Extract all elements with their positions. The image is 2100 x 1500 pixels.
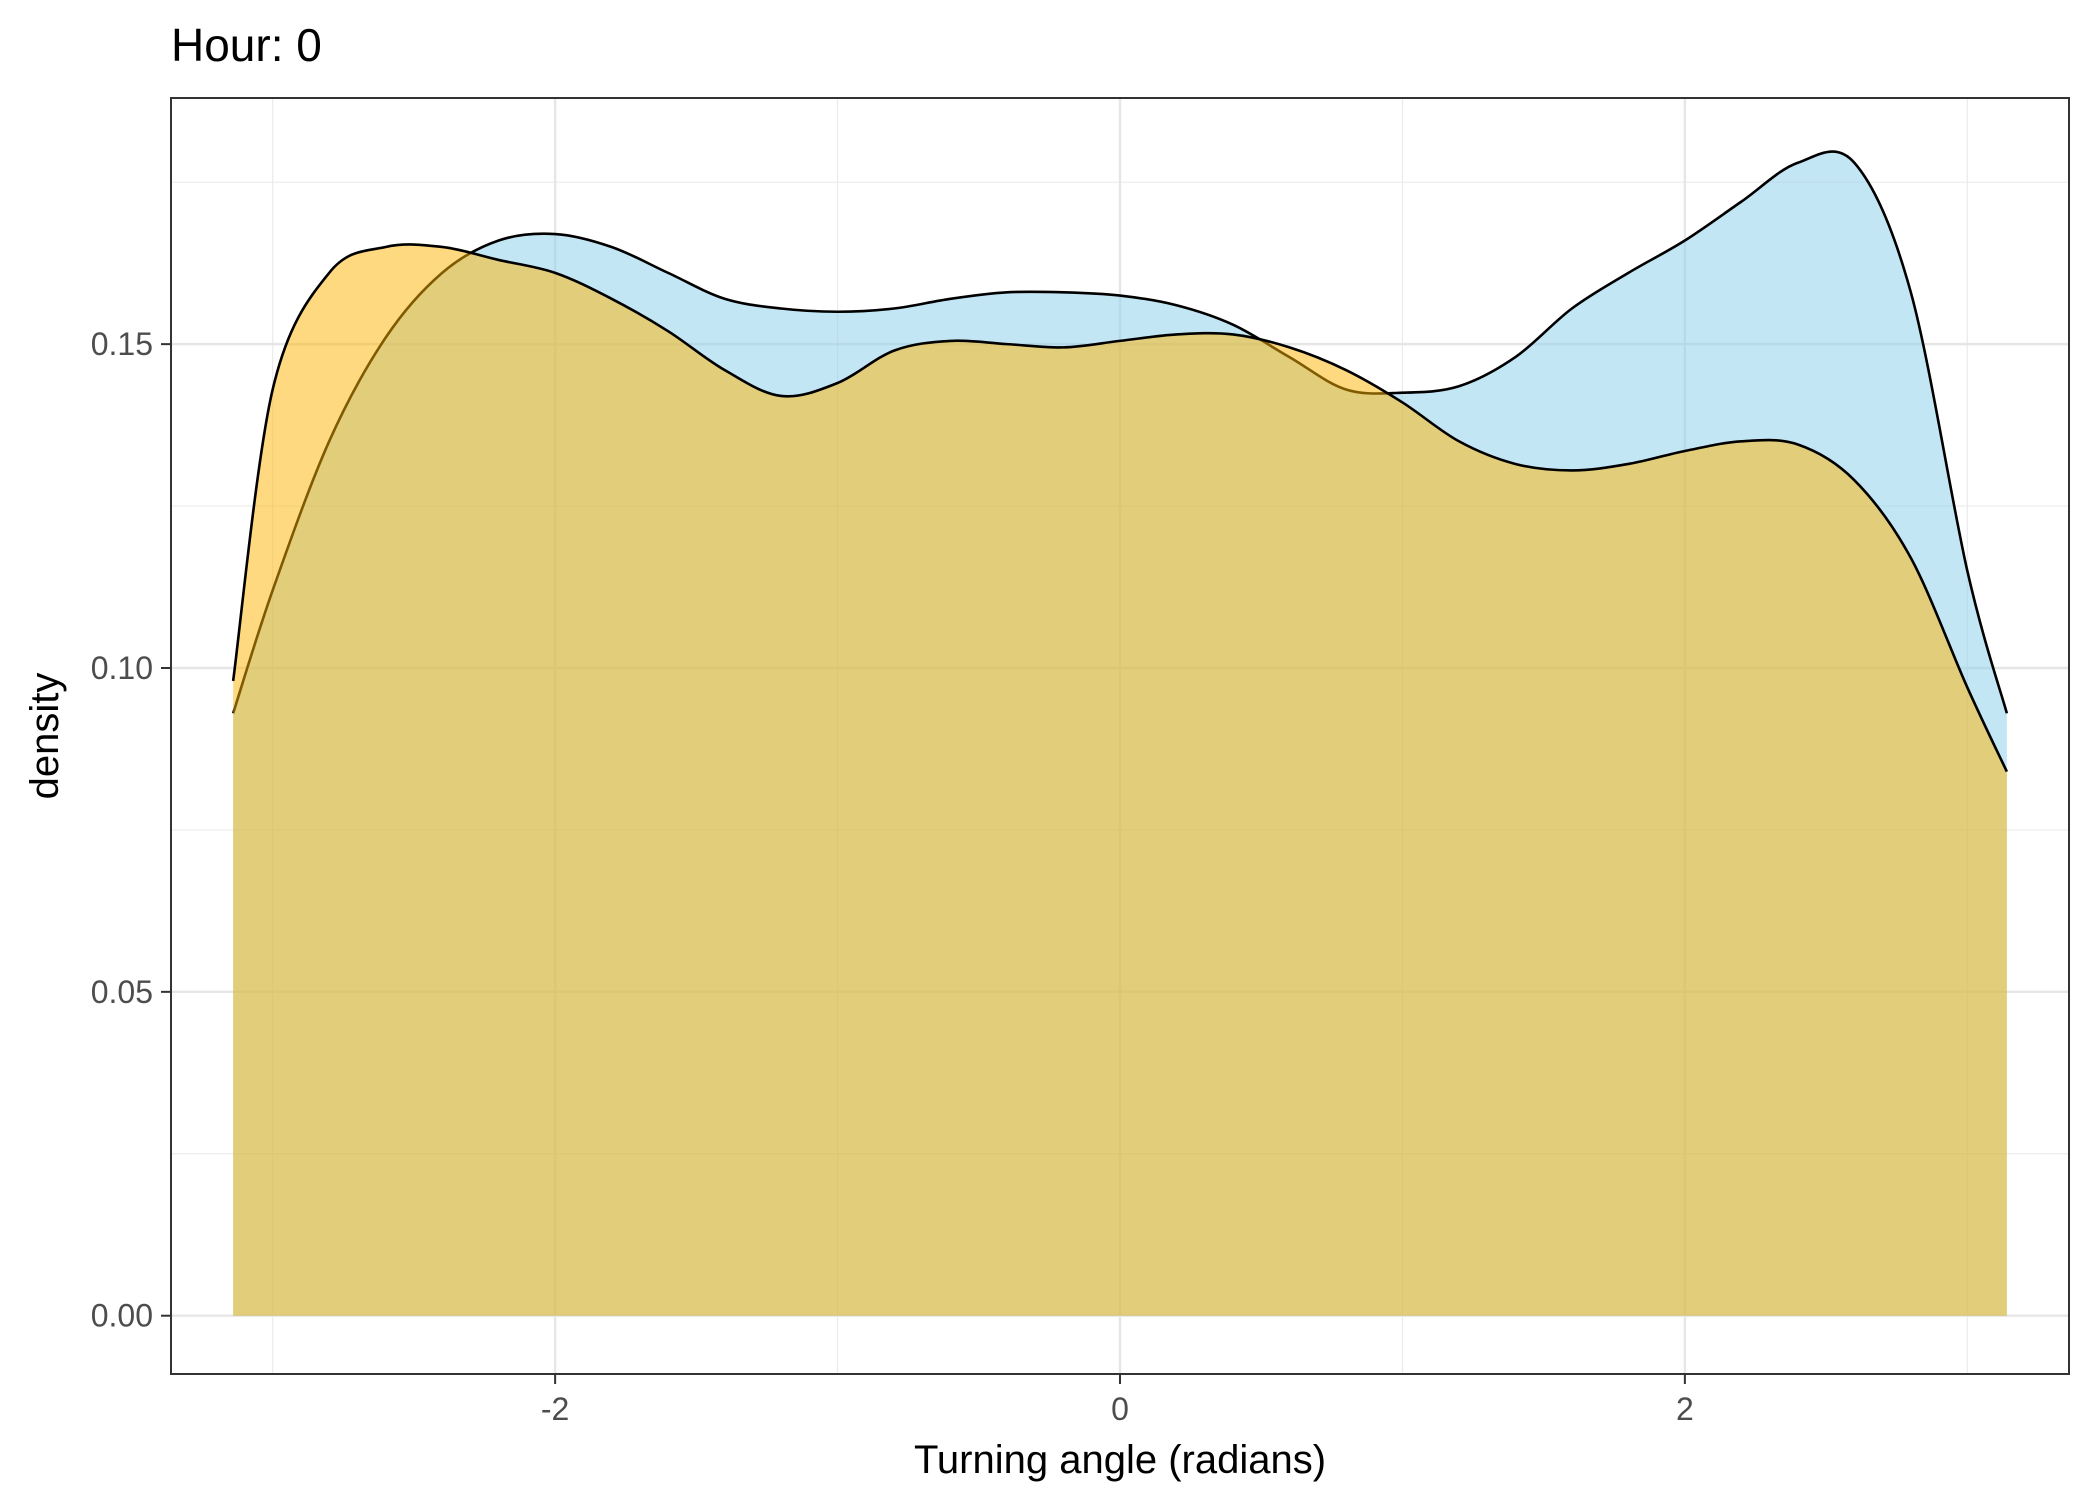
y-tick-label: 0.15	[91, 326, 153, 362]
x-tick-label: -2	[541, 1391, 569, 1427]
y-axis-label: density	[23, 673, 67, 800]
x-tick-label: 0	[1111, 1391, 1129, 1427]
axes: -2 0 2 0.00 0.05 0.10 0.15	[91, 326, 1694, 1427]
density-area-2	[233, 244, 2007, 1316]
y-tick-label: 0.00	[91, 1298, 153, 1334]
density-line-2	[231, 243, 2009, 773]
density-line-1	[231, 150, 2009, 714]
y-tick-label: 0.05	[91, 974, 153, 1010]
y-tick-label: 0.10	[91, 650, 153, 686]
density-areas	[231, 150, 2009, 1316]
x-tick-label: 2	[1676, 1391, 1694, 1427]
x-axis-label: Turning angle (radians)	[914, 1438, 1326, 1482]
chart-title: Hour: 0	[171, 19, 322, 71]
